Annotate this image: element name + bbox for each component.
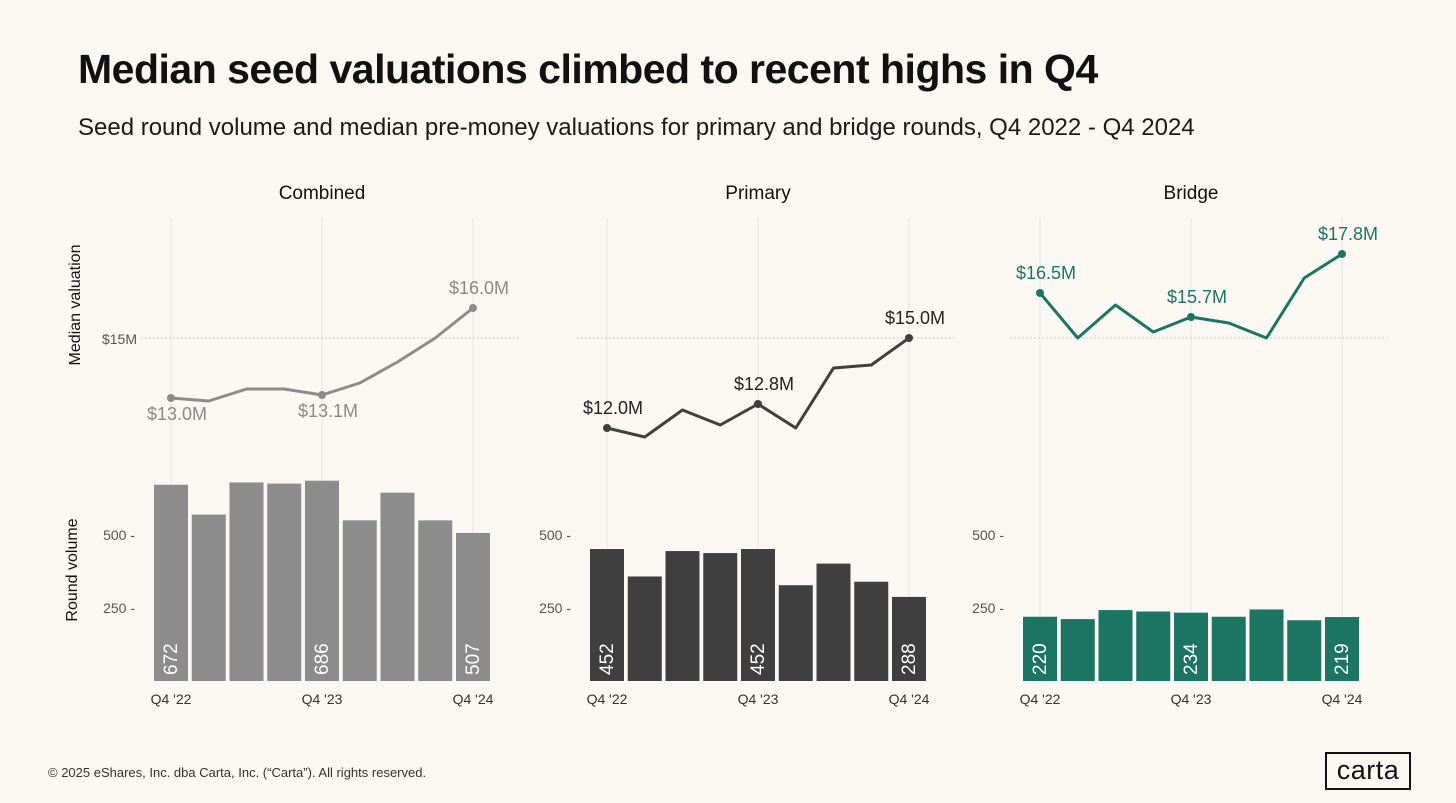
valuation-point-combined-8 <box>469 304 477 312</box>
volume-label-primary-0: 452 <box>597 643 618 675</box>
volume-label-bridge-8: 219 <box>1332 643 1353 675</box>
volume-bar-primary-6 <box>816 563 851 681</box>
volume-tick-combined-500: 500 - <box>103 527 135 543</box>
carta-logo: carta <box>1325 752 1411 790</box>
volume-label-combined-4: 686 <box>312 643 333 675</box>
valuation-label-primary-4: $12.8M <box>734 374 794 394</box>
volume-label-bridge-0: 220 <box>1030 643 1051 675</box>
volume-bar-combined-0 <box>154 484 188 681</box>
volume-bar-combined-5 <box>342 520 377 681</box>
x-tick-bridge-8: Q4 '24 <box>1322 691 1363 707</box>
chart-subtitle: Seed round volume and median pre-money v… <box>78 114 1195 141</box>
reference-line-label: $15M <box>102 331 137 347</box>
valuation-point-combined-0 <box>167 394 175 402</box>
volume-bar-primary-2 <box>665 551 700 681</box>
volume-tick-bridge-250: 250 - <box>972 600 1004 616</box>
chart-title: Median seed valuations climbed to recent… <box>78 46 1098 92</box>
volume-bar-combined-7 <box>418 520 453 681</box>
panel-title-combined: Combined <box>279 183 366 204</box>
volume-bar-primary-5 <box>778 585 813 681</box>
x-tick-primary-4: Q4 '23 <box>738 691 779 707</box>
valuation-label-primary-8: $15.0M <box>885 308 945 328</box>
volume-bar-bridge-3 <box>1136 611 1171 681</box>
volume-tick-bridge-500: 500 - <box>972 527 1004 543</box>
y-axis-title-volume: Round volume <box>64 518 81 621</box>
x-tick-primary-0: Q4 '22 <box>587 691 628 707</box>
volume-bar-bridge-1 <box>1060 619 1095 681</box>
volume-bar-primary-3 <box>703 553 738 681</box>
valuation-point-primary-8 <box>905 334 913 342</box>
volume-bar-bridge-5 <box>1211 616 1246 681</box>
x-tick-combined-4: Q4 '23 <box>302 691 343 707</box>
volume-tick-combined-250: 250 - <box>103 600 135 616</box>
volume-tick-primary-500: 500 - <box>539 527 571 543</box>
valuation-label-bridge-8: $17.8M <box>1318 224 1378 244</box>
valuation-label-combined-4: $13.1M <box>298 401 358 421</box>
valuation-label-combined-0: $13.0M <box>147 404 207 424</box>
x-tick-combined-0: Q4 '22 <box>151 691 192 707</box>
valuation-point-primary-4 <box>754 400 762 408</box>
volume-label-combined-0: 672 <box>161 643 182 675</box>
valuation-point-combined-4 <box>318 391 326 399</box>
volume-label-primary-4: 452 <box>748 643 769 675</box>
volume-bar-bridge-6 <box>1249 609 1284 681</box>
volume-bar-combined-8 <box>456 532 490 681</box>
panel-title-primary: Primary <box>725 183 791 204</box>
valuation-label-bridge-0: $16.5M <box>1016 263 1076 283</box>
x-tick-bridge-4: Q4 '23 <box>1171 691 1212 707</box>
volume-bar-primary-4 <box>741 549 775 681</box>
volume-bar-primary-1 <box>627 576 662 681</box>
x-tick-bridge-0: Q4 '22 <box>1020 691 1061 707</box>
valuation-label-combined-8: $16.0M <box>449 278 509 298</box>
volume-label-combined-8: 507 <box>463 643 484 675</box>
volume-tick-primary-250: 250 - <box>539 600 571 616</box>
volume-bar-primary-0 <box>590 549 624 681</box>
volume-bar-combined-1 <box>191 514 226 681</box>
volume-bar-primary-7 <box>854 581 889 681</box>
valuation-label-bridge-4: $15.7M <box>1167 287 1227 307</box>
panel-title-bridge: Bridge <box>1164 183 1219 204</box>
x-tick-combined-8: Q4 '24 <box>453 691 494 707</box>
volume-bar-primary-8 <box>892 596 926 681</box>
y-axis-title-valuation: Median valuation <box>67 245 84 366</box>
x-tick-primary-8: Q4 '24 <box>889 691 930 707</box>
valuation-label-primary-0: $12.0M <box>583 398 643 418</box>
volume-label-bridge-4: 234 <box>1181 643 1202 675</box>
volume-bar-bridge-2 <box>1098 610 1133 681</box>
volume-bar-combined-4 <box>305 480 339 681</box>
copyright-notice: © 2025 eShares, Inc. dba Carta, Inc. (“C… <box>48 765 427 780</box>
valuation-point-bridge-4 <box>1187 313 1195 321</box>
volume-bar-combined-3 <box>267 483 302 681</box>
valuation-point-primary-0 <box>603 424 611 432</box>
valuation-point-bridge-8 <box>1338 250 1346 258</box>
volume-bar-combined-6 <box>380 492 415 681</box>
volume-bar-combined-2 <box>229 482 264 681</box>
volume-label-primary-8: 288 <box>899 643 920 675</box>
volume-bar-bridge-7 <box>1287 620 1322 681</box>
volume-bar-bridge-8 <box>1325 617 1359 681</box>
volume-bar-bridge-4 <box>1174 612 1208 681</box>
valuation-point-bridge-0 <box>1036 289 1044 297</box>
volume-bar-bridge-0 <box>1023 616 1057 681</box>
